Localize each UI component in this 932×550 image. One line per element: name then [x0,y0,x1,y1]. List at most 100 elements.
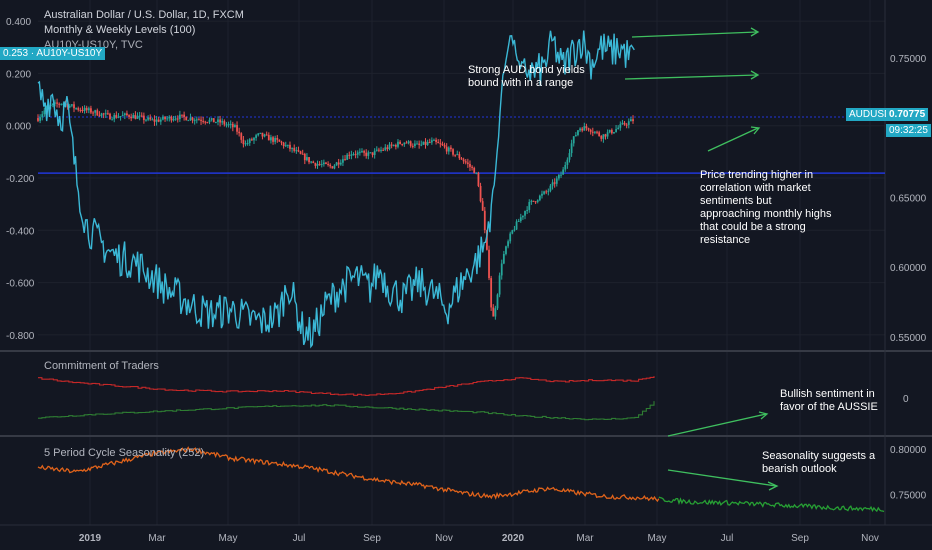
candle-body [630,119,632,122]
candle-body [621,122,624,125]
seasonality-pane-title[interactable]: 5 Period Cycle Seasonality (252) [44,447,205,459]
candle-body [458,154,461,159]
candle-body [43,110,46,115]
candle-body [115,115,118,118]
candle-body [246,143,249,145]
candle-body [524,211,526,216]
candle-body [219,119,222,123]
candle-body [494,308,497,317]
x-tick-label: 2020 [502,533,525,544]
seasonality-projection-line[interactable] [658,496,885,513]
cot-arrowhead [758,411,769,420]
candle-body [172,119,175,121]
candle-body [437,141,440,144]
candle-body [392,144,395,146]
candle-body [81,110,84,112]
grid-layer [38,0,885,525]
candle-body [60,103,63,105]
candle-body [151,119,154,121]
candle-body [513,229,516,231]
candle-body [547,190,550,192]
candle-body [433,139,435,141]
time-axis[interactable]: 2019 Mar May Jul Sep Nov 2020 Mar May Jul Sep Nov [79,533,879,544]
candle-body [242,139,245,145]
cot-short-line[interactable] [38,376,655,396]
candle-body [56,102,58,104]
candle-body [166,118,169,120]
candle-body [66,103,69,108]
candle-body [320,164,323,166]
candle-body [577,130,579,135]
candle-body [327,163,329,165]
candle-body [490,278,493,308]
candle-body [581,128,584,131]
candle-body [342,159,344,163]
candle-body [79,109,82,111]
candle-body [606,132,609,137]
candle-body [212,118,215,123]
candle-body [528,202,531,210]
candle-body [363,151,365,153]
cot-pane-title[interactable]: Commitment of Traders [44,360,159,372]
candle-body [479,185,482,202]
candle-body [486,230,488,250]
candle-body [145,119,147,121]
candle-body [483,210,486,231]
cot-long-line[interactable] [38,401,655,421]
upper-range-arrowhead [750,27,760,37]
candle-body [560,174,562,176]
candle-body [598,132,601,136]
spread-line[interactable] [37,30,635,349]
candle-body [337,162,340,165]
candle-body [85,107,88,111]
candle-body [83,107,86,111]
candle-body [214,122,217,124]
candle-body [98,115,101,117]
symbol-title[interactable]: Australian Dollar / U.S. Dollar, 1D, FXC… [44,9,244,21]
price-value-tag: 0.70775 [886,108,929,121]
candle-body [354,154,357,156]
candle-body [439,143,442,145]
candle-body [310,161,313,163]
candle-body [475,172,478,174]
candle-body [257,133,260,136]
candle-body [367,152,370,156]
cot-zero-tick: 0 [903,394,909,405]
upper-range-arrow [631,31,758,38]
candle-body [604,134,607,137]
candle-body [526,209,529,212]
candle-body [250,139,253,141]
candle-body [435,139,437,142]
candle-body [238,131,241,134]
candle-body [96,110,99,116]
candle-body [397,141,399,147]
candle-body [102,113,105,115]
candle-body [428,141,431,143]
candle-body [350,154,353,156]
candle-body [447,147,450,152]
candle-body [583,126,586,131]
candle-body [162,116,164,120]
candle-body [210,118,213,120]
candle-body [460,158,463,160]
candle-body [303,153,306,161]
candle-body [126,113,128,116]
candle-body [496,294,499,309]
candle-body [574,134,577,137]
indicator-title[interactable]: Monthly & Weekly Levels (100) [44,24,196,36]
left-tick-label: 0.000 [6,122,31,133]
candle-body [534,201,537,203]
seasonality-past-line[interactable] [37,446,660,503]
left-tick-label: -0.800 [6,331,35,342]
candle-body [384,147,387,150]
candle-body [77,108,80,110]
candle-body [121,115,124,117]
candle-body [276,137,279,140]
x-tick-label: Sep [363,533,381,544]
candle-body [519,217,522,222]
lower-range-arrow [624,74,758,80]
candle-body [217,119,219,123]
x-tick-label: May [219,533,238,544]
candle-body [73,104,75,109]
